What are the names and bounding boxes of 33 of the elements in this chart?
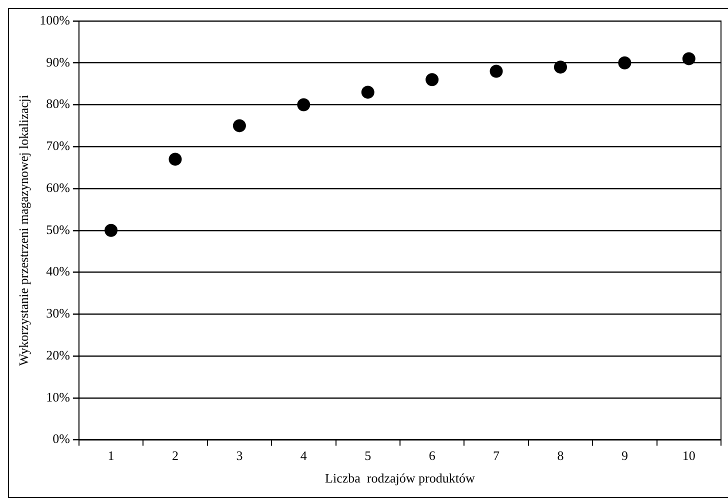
y-tick-label: 10% <box>46 389 70 404</box>
y-tick-label: 0% <box>52 431 70 446</box>
x-tick-label: 7 <box>493 448 500 464</box>
y-tick-label: 100% <box>40 12 70 28</box>
point <box>297 98 310 112</box>
point <box>361 86 374 99</box>
y-axis-title: Wykorzystanie przestrzeni magazynowej lokalizacji <box>16 94 32 366</box>
point <box>426 73 439 86</box>
x-tick-label: 4 <box>300 448 308 464</box>
x-tick-label: 9 <box>621 448 628 464</box>
point <box>682 52 696 66</box>
x-tick-label: 5 <box>364 448 372 464</box>
x-tick-label: 6 <box>428 448 436 464</box>
x-tick-label: 2 <box>172 448 178 464</box>
x-tick-label: 1 <box>108 448 114 464</box>
x-tick-label: 8 <box>557 448 564 464</box>
x-axis-title: Liczba rodzajów produktów <box>325 470 476 486</box>
point <box>554 60 567 74</box>
point <box>618 56 632 70</box>
y-tick-label: 90% <box>46 54 70 70</box>
point <box>232 119 246 132</box>
y-tick-label: 50% <box>46 222 70 237</box>
y-tick-label: 70% <box>46 138 70 154</box>
y-tick-label: 20% <box>46 347 70 362</box>
point <box>104 224 118 237</box>
y-tick-label: 80% <box>46 96 70 112</box>
x-tick-label: 3 <box>236 448 243 464</box>
y-tick-label: 40% <box>46 264 70 279</box>
x-tick-label: 10 <box>682 448 696 464</box>
point <box>490 64 503 78</box>
y-tick-label: 60% <box>46 180 70 195</box>
point <box>168 152 182 166</box>
y-tick-label: 30% <box>46 306 70 321</box>
